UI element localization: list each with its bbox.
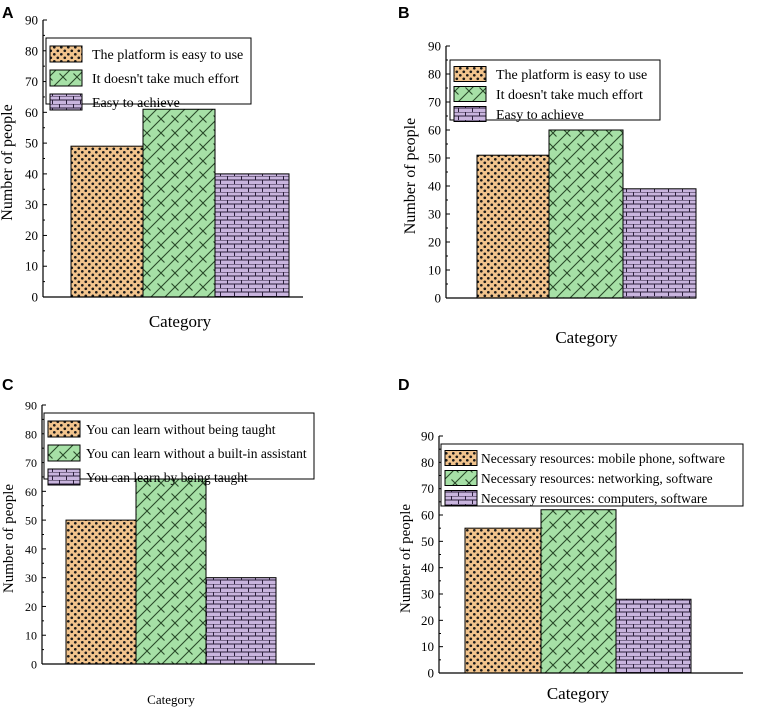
bar-series-2 (540, 509, 617, 674)
y-tick-label: 90 (25, 13, 38, 28)
y-tick-label: 40 (25, 166, 38, 181)
legend-swatch (49, 45, 83, 63)
legend-entry: You can learn without a built-in assista… (86, 446, 307, 461)
legend-entry: Easy to achieve (496, 108, 584, 123)
x-axis-label: Category (555, 328, 618, 347)
panel-letter: A (2, 5, 14, 22)
y-tick-label: 60 (25, 485, 37, 499)
legend-entry: The platform is easy to use (496, 68, 647, 83)
y-tick-label: 80 (428, 67, 441, 82)
y-tick-label: 80 (25, 427, 37, 441)
bar-series-2 (135, 476, 207, 665)
y-tick-label: 50 (25, 136, 38, 151)
legend-swatch (453, 66, 487, 82)
bar-series-1 (476, 154, 550, 299)
y-tick-label: 20 (421, 613, 434, 628)
legend-entry: Necessary resources: computers, software (481, 491, 707, 506)
bar-series-2 (548, 129, 624, 299)
y-tick-label: 40 (25, 542, 37, 556)
bar-series-1 (464, 527, 542, 674)
legend-swatch (444, 490, 478, 506)
legend-entry: Necessary resources: networking, softwar… (481, 471, 713, 486)
chart-panel-d: D 0 10 20 30 40 50 60 70 80 90 Number of people Cate… (398, 377, 744, 703)
panel-letter: C (2, 377, 14, 394)
legend: The platform is easy to use It doesn't ta… (449, 59, 661, 123)
legend-entry: Necessary resources: mobile phone, softw… (481, 451, 725, 466)
chart-panel-c: C 0 10 20 30 40 50 60 70 80 90 Number of people Cate… (1, 377, 315, 707)
legend: You can learn without being taught You ca… (43, 412, 315, 486)
x-axis-label: Category (547, 684, 610, 703)
legend-box (440, 443, 744, 507)
chart-panel-a: A 0 10 20 30 40 50 60 70 80 90 Number of people Cate… (0, 5, 303, 331)
legend-swatch (47, 468, 81, 486)
legend-swatch (453, 106, 487, 122)
legend-swatch (47, 420, 81, 438)
y-tick-label: 70 (428, 95, 441, 110)
y-tick-label: 90 (421, 429, 434, 444)
y-axis-label: Number of people (398, 504, 414, 613)
y-tick-label: 80 (25, 43, 38, 58)
y-tick-label: 70 (421, 481, 434, 496)
y-axis-label: Number of people (0, 104, 16, 220)
y-tick-label: 30 (25, 197, 38, 212)
legend: Necessary resources: mobile phone, softw… (440, 443, 744, 507)
legend-box (43, 412, 315, 480)
y-tick-label: 60 (421, 508, 434, 523)
y-tick-label: 30 (421, 587, 434, 602)
y-axis-label: Number of people (402, 118, 419, 234)
legend-swatch (49, 69, 83, 87)
y-tick-label: 40 (421, 560, 434, 575)
y-axis-label: Number of people (1, 484, 17, 593)
y-tick-label: 0 (428, 666, 435, 681)
y-tick-label: 0 (435, 291, 442, 306)
legend-entry: You can learn by being taught (86, 470, 248, 485)
y-tick-label: 10 (25, 259, 38, 274)
y-tick-label: 0 (31, 658, 37, 672)
bar-series-3 (615, 598, 692, 674)
legend-swatch (453, 86, 487, 102)
y-tick-label: 50 (25, 514, 37, 528)
bar-series-3 (622, 188, 697, 299)
x-axis-label: Category (149, 312, 212, 331)
y-tick-label: 0 (32, 290, 39, 305)
bar-series-1 (65, 519, 137, 665)
legend-entry: The platform is easy to use (92, 48, 243, 63)
bar-series-3 (214, 173, 290, 298)
legend-entry: You can learn without being taught (86, 422, 276, 437)
bar-series-2 (142, 108, 216, 298)
legend-entry: Easy to achieve (92, 96, 180, 111)
legend-swatch (444, 450, 478, 466)
y-tick-label: 60 (25, 105, 38, 120)
y-tick-label: 20 (428, 235, 441, 250)
legend-entry: It doesn't take much effort (92, 72, 239, 87)
y-tick-label: 20 (25, 600, 37, 614)
legend-swatch (49, 93, 83, 111)
y-tick-label: 60 (428, 123, 441, 138)
y-tick-label: 10 (25, 629, 37, 643)
bar-series-1 (70, 145, 144, 298)
y-tick-label: 50 (421, 534, 434, 549)
y-tick-label: 50 (428, 151, 441, 166)
legend-swatch (444, 470, 478, 486)
y-tick-label: 10 (428, 263, 441, 278)
panel-letter: B (398, 5, 410, 22)
y-tick-label: 70 (25, 74, 38, 89)
y-tick-label: 40 (428, 179, 441, 194)
y-tick-label: 20 (25, 228, 38, 243)
y-tick-label: 70 (25, 456, 37, 470)
x-axis-label: Category (147, 692, 195, 707)
y-tick-label: 90 (25, 399, 37, 413)
legend: The platform is easy to use It doesn't ta… (45, 37, 252, 111)
y-tick-label: 30 (25, 571, 37, 585)
legend-swatch (47, 444, 81, 462)
bar-series-3 (205, 577, 277, 665)
legend-entry: It doesn't take much effort (496, 88, 643, 103)
panel-letter: D (398, 377, 410, 394)
y-tick-label: 80 (421, 455, 434, 470)
y-tick-label: 10 (421, 639, 434, 654)
chart-panel-b: B 0 10 20 30 40 50 60 70 80 90 Number of people Cate… (398, 5, 697, 347)
y-tick-label: 90 (428, 39, 441, 54)
y-tick-label: 30 (428, 207, 441, 222)
